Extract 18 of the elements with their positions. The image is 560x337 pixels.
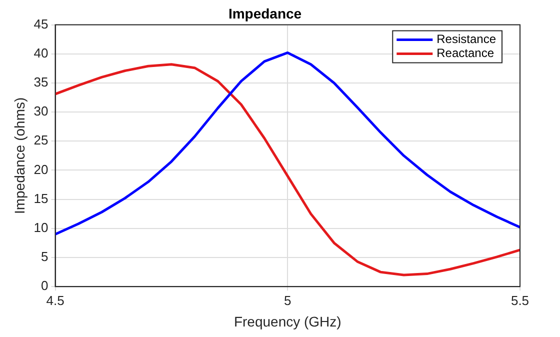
x-tick-label: 5.5	[510, 292, 530, 308]
y-tick-label: 0	[41, 278, 48, 294]
x-tick-label: 5	[284, 292, 292, 308]
y-tick-label: 40	[34, 45, 48, 60]
y-tick-label: 15	[34, 190, 48, 206]
y-tick-label: 45	[34, 16, 48, 32]
y-tick-label: 5	[41, 249, 48, 264]
y-axis-title: Impedance (ohms)	[11, 97, 28, 214]
legend-label: Resistance	[436, 32, 496, 46]
x-axis-title: Frequency (GHz)	[234, 313, 342, 330]
chart-title: Impedance	[228, 5, 302, 22]
x-tick-label: 4.5	[46, 292, 64, 308]
y-tick-label: 35	[34, 74, 48, 90]
legend-label: Reactance	[436, 46, 494, 60]
y-tick-label: 25	[34, 132, 48, 148]
y-tick-label: 30	[34, 104, 48, 119]
y-tick-label: 10	[34, 220, 48, 235]
y-tick-label: 20	[34, 162, 48, 177]
